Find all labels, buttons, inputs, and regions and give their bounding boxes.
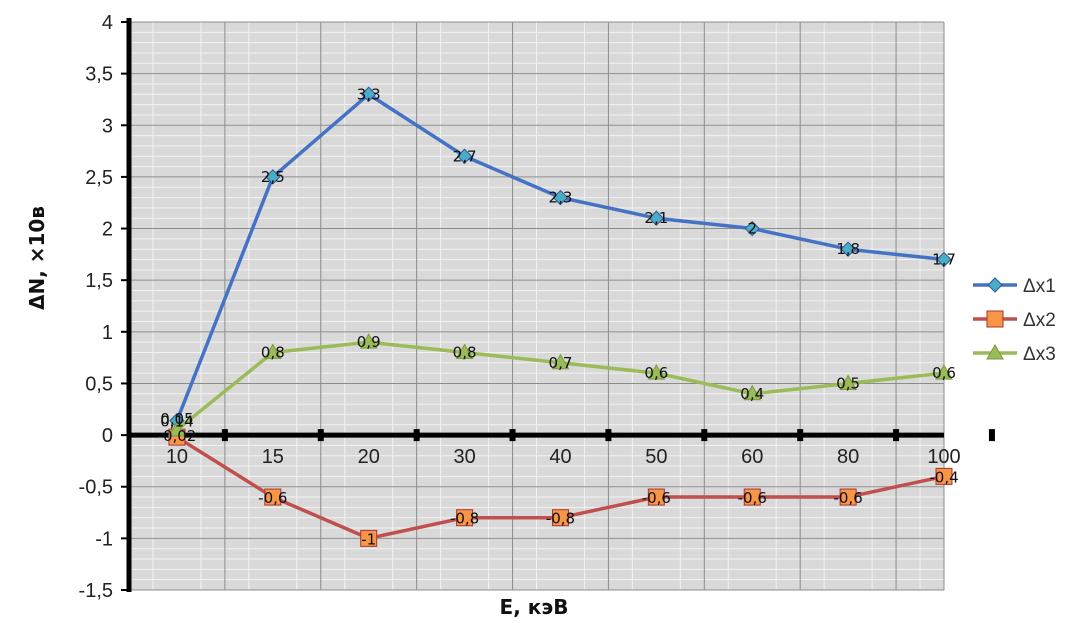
y-tick-label: 3,5 — [85, 64, 113, 86]
data-label-3: 0,8 — [453, 343, 477, 361]
x-axis-tick — [509, 429, 516, 442]
x-axis-tick — [701, 429, 708, 442]
x-tick-labels: 10 15 20 30 40 50 60 80 100 — [166, 446, 961, 468]
y-tick-label: 4 — [102, 12, 113, 34]
data-point-2 — [551, 509, 569, 527]
x-tick-label: 15 — [262, 446, 284, 468]
x-tick-label: 100 — [927, 446, 960, 468]
axes — [121, 18, 995, 592]
data-point-1 — [360, 86, 377, 102]
data-point-2 — [647, 488, 665, 506]
data-point-3 — [935, 364, 953, 380]
data-point-3 — [168, 420, 186, 437]
data-point-2 — [935, 467, 953, 485]
x-axis-tick — [605, 429, 612, 442]
legend-entry-2: Δx2 — [1023, 310, 1056, 331]
data-label-3: 0,6 — [932, 364, 956, 382]
x-axis-tick — [221, 429, 228, 442]
data-label-3: 0,05 — [160, 410, 193, 428]
y-tick-label: -1,5 — [79, 580, 113, 602]
data-label-3: 0,9 — [357, 333, 381, 351]
y-tick-label: 2 — [102, 219, 113, 241]
data-label-1: 2,5 — [261, 168, 285, 186]
data-point-3 — [551, 353, 570, 370]
x-tick-label: 20 — [358, 446, 380, 468]
data-label-2: -0,8 — [450, 510, 479, 528]
data-label-2: -0,02 — [158, 427, 197, 445]
y-tick-label: 2,5 — [85, 167, 113, 189]
data-label-2: -0,4 — [929, 468, 958, 486]
data-point-2 — [456, 509, 474, 527]
data-point-1 — [648, 210, 665, 226]
data-label-1: 1,7 — [932, 251, 956, 269]
y-tick-label: 1 — [102, 322, 113, 344]
x-axis-tick — [988, 429, 995, 442]
data-label-2: -0,6 — [258, 489, 287, 507]
x-tick-label: 50 — [645, 446, 667, 468]
x-tick-label: 10 — [166, 446, 188, 468]
y-tick-label: 3 — [102, 115, 113, 137]
data-point-2 — [743, 488, 761, 506]
y-tick-label: 0,5 — [85, 373, 113, 395]
data-point-3 — [359, 333, 378, 349]
x-tick-label: 80 — [837, 446, 859, 468]
x-tick-label: 30 — [453, 446, 475, 468]
data-point-3 — [743, 384, 762, 401]
data-label-3: 0,4 — [740, 385, 764, 403]
x-axis-tick — [413, 429, 420, 442]
data-label-3: 0,7 — [549, 354, 573, 372]
data-point-2 — [360, 529, 378, 547]
legend: Δx1 Δx2 Δx3 — [973, 276, 1056, 365]
data-point-3 — [839, 374, 857, 390]
data-point-1 — [840, 241, 856, 257]
data-label-3: 0,5 — [836, 374, 860, 392]
data-point-1 — [265, 169, 281, 185]
y-axis-title: ΔN, ×10в — [25, 206, 49, 310]
y-tick-label: -1 — [95, 528, 113, 550]
data-label-3: 0,8 — [261, 343, 285, 361]
data-point-1 — [936, 251, 952, 268]
data-label-2: -0,6 — [738, 489, 767, 507]
legend-marker-1 — [987, 277, 1003, 293]
legend-marker-3 — [986, 343, 1004, 360]
data-point-2 — [839, 488, 857, 506]
data-point-3 — [455, 343, 474, 359]
data-point-1 — [744, 220, 760, 237]
legend-marker-2 — [986, 310, 1004, 328]
legend-entry-1: Δx1 — [1023, 276, 1056, 297]
data-point-1 — [552, 189, 569, 206]
y-tick-labels: -1,5 -1 -0,5 0 0,5 1 1,5 2 2,5 3 3,5 4 — [79, 12, 113, 602]
x-axis-title: E, кэВ — [500, 595, 569, 619]
x-tick-label: 40 — [549, 446, 571, 468]
data-point-3 — [263, 343, 282, 359]
legend-entry-3: Δx3 — [1023, 344, 1056, 365]
data-label-2: -0,6 — [642, 489, 671, 507]
series-layer — [168, 86, 953, 547]
data-label-1: 2,3 — [549, 189, 573, 207]
data-point-2 — [264, 488, 282, 506]
data-labels: 0,14 2,5 3,3 2,7 2,3 2,1 2 1,8 1,7 -0,02 -0,6 -1 -0,… — [158, 85, 959, 548]
data-point-1 — [456, 148, 473, 164]
data-label-2: -1 — [361, 530, 376, 548]
y-tick-label: 0 — [102, 425, 113, 447]
data-label-1: 0,14 — [160, 413, 193, 431]
x-axis-tick — [893, 429, 900, 442]
x-tick-label: 60 — [741, 446, 763, 468]
x-axis-tick — [797, 429, 804, 442]
data-label-2: -0,8 — [546, 510, 575, 528]
data-point-3 — [647, 364, 666, 380]
y-tick-label: -0,5 — [79, 477, 113, 499]
data-label-2: -0,6 — [833, 489, 862, 507]
data-label-1: 2 — [747, 220, 757, 238]
data-label-1: 2,1 — [644, 209, 668, 227]
data-label-1: 3,3 — [357, 85, 381, 103]
y-tick-label: 1,5 — [85, 270, 113, 292]
x-axis-tick — [317, 429, 324, 442]
data-label-1: 1,8 — [836, 240, 860, 258]
data-label-1: 2,7 — [453, 147, 477, 165]
data-label-3: 0,6 — [644, 364, 668, 382]
